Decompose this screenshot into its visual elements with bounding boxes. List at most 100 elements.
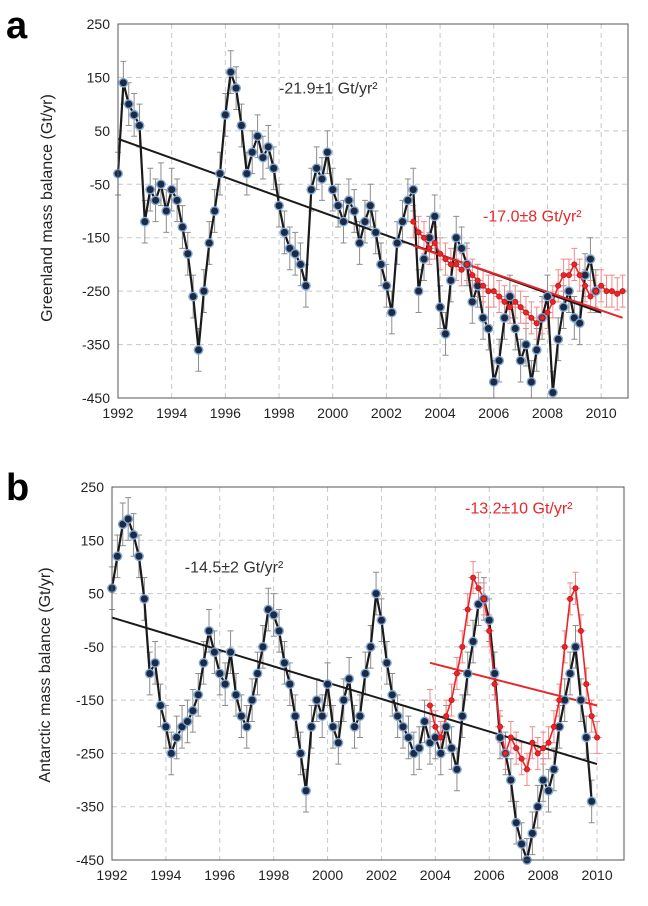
data-point-a-s1-32: [582, 282, 589, 289]
data-point-b-s1-4: [448, 697, 455, 704]
data-point-a-s0-74: [510, 323, 521, 334]
data-point-a-s0-78: [531, 345, 542, 355]
data-point-b-s1-3: [443, 713, 450, 720]
data-point-a-s1-35: [598, 282, 605, 289]
data-point-b-s0-32: [279, 657, 290, 668]
data-point-a-s0-37: [311, 163, 322, 174]
data-point-b-s0-49: [371, 588, 381, 599]
data-point-a-s0-9: [161, 206, 172, 216]
x-tick-label-a-3: 1998: [263, 405, 294, 421]
data-point-b-s0-17: [198, 657, 209, 668]
data-point-b-s0-52: [387, 689, 398, 700]
x-tick-label-a-6: 2004: [425, 405, 456, 421]
y-tick-label-a-5: -250: [82, 283, 110, 299]
plot-frame-a: [117, 23, 629, 399]
data-point-a-s1-10: [463, 261, 470, 268]
data-point-a-s0-6: [145, 184, 156, 195]
data-point-b-s0-67: [468, 636, 478, 647]
data-point-a-s0-17: [204, 238, 215, 248]
data-point-a-s0-75: [515, 355, 526, 366]
data-point-b-s0-28: [258, 641, 268, 652]
data-point-b-s0-47: [360, 668, 371, 679]
data-point-b-s0-11: [166, 748, 177, 759]
data-point-b-s0-21: [220, 679, 231, 690]
data-point-b-s0-5: [134, 551, 144, 562]
data-point-b-s0-42: [333, 737, 344, 748]
data-point-b-s0-80: [538, 775, 549, 785]
tick-labels-a: 1992 1994 1996 1998 2000 2002 2004 2006 2008 2010…: [82, 16, 617, 421]
x-tick-label-b-3: 1998: [258, 867, 289, 883]
x-tick-label-b-1: 1994: [150, 867, 181, 883]
data-point-a-s0-68: [478, 312, 488, 323]
data-point-a-s1-27: [555, 282, 562, 289]
data-point-a-s1-4: [431, 240, 438, 247]
data-point-b-s0-23: [231, 689, 241, 700]
data-point-a-s0-56: [413, 286, 424, 297]
data-point-b-s0-71: [489, 668, 500, 679]
data-point-b-s0-74: [505, 775, 516, 785]
x-tick-label-a-4: 2000: [317, 405, 348, 421]
data-point-a-s0-31: [279, 227, 290, 238]
error-bar-b-s0-77: [522, 838, 532, 861]
data-point-b-s0-85: [565, 668, 576, 679]
data-point-b-s1-21: [540, 745, 547, 752]
data-point-b-s0-9: [155, 700, 166, 711]
data-point-a-s1-36: [603, 288, 610, 295]
data-point-a-s1-2: [420, 234, 427, 241]
x-tick-label-a-5: 2002: [371, 405, 402, 421]
data-point-b-s1-15: [507, 734, 514, 741]
data-point-a-s1-13: [480, 282, 487, 289]
data-point-b-s0-78: [527, 828, 538, 839]
data-point-a-s1-9: [458, 266, 465, 273]
data-point-b-s0-81: [543, 785, 554, 796]
data-point-b-s0-27: [252, 668, 263, 679]
panel-b: b Antarctic mass balance (Gt/yr) 1992 199…: [6, 467, 625, 883]
data-point-b-s1-0: [426, 702, 433, 709]
data-point-a-s0-2: [123, 99, 134, 110]
y-axis-title-b: Antarctic mass balance (Gt/yr): [37, 567, 54, 782]
data-point-a-s0-53: [397, 216, 408, 227]
data-point-a-s0-15: [193, 345, 204, 355]
data-point-b-s1-20: [534, 750, 541, 757]
data-point-b-s1-23: [550, 723, 557, 730]
data-point-a-s0-60: [435, 302, 446, 313]
data-point-a-s0-22: [231, 83, 242, 94]
data-point-a-s0-82: [553, 334, 564, 345]
data-point-a-s0-51: [386, 307, 397, 318]
data-point-a-s0-70: [488, 377, 499, 387]
data-point-b-s0-6: [139, 594, 150, 604]
data-point-a-s0-25: [247, 147, 258, 158]
data-point-a-s1-28: [560, 272, 567, 279]
data-point-b-s0-46: [355, 711, 365, 722]
data-point-a-s0-1: [118, 77, 129, 88]
data-point-a-s1-14: [485, 288, 492, 295]
data-point-b-s1-22: [545, 739, 552, 746]
data-point-b-s0-16: [193, 689, 204, 700]
data-point-a-s0-5: [139, 216, 150, 227]
y-tick-label-a-2: 50: [94, 123, 110, 139]
data-point-b-s0-30: [268, 609, 279, 620]
data-point-b-s0-4: [128, 530, 139, 540]
data-point-b-s0-53: [392, 711, 403, 722]
annotations-a: -21.9±1 Gt/yr² -17.0±8 Gt/yr²: [279, 80, 582, 225]
data-point-a-s0-44: [349, 206, 360, 216]
y-tick-label-a-3: -50: [90, 176, 110, 192]
data-point-a-s1-5: [437, 250, 444, 257]
data-point-b-s1-8: [470, 574, 477, 581]
data-point-a-s0-45: [354, 238, 365, 248]
y-tick-label-a-4: -150: [82, 230, 110, 246]
data-point-b-s0-31: [274, 625, 284, 636]
plot-frame-b: [111, 486, 625, 861]
data-point-b-s0-15: [187, 705, 198, 716]
y-tick-label-b-3: -50: [84, 639, 104, 655]
series-lines-a: [116, 71, 623, 394]
data-point-a-s0-35: [300, 280, 311, 291]
y-tick-label-b-1: 150: [81, 532, 105, 548]
data-point-a-s0-52: [392, 238, 403, 248]
data-point-b-s0-45: [349, 721, 360, 732]
data-point-a-s0-34: [295, 259, 306, 270]
data-point-a-s0-43: [343, 195, 354, 206]
data-point-b-s0-38: [311, 695, 322, 706]
data-point-b-s1-19: [529, 739, 536, 746]
data-point-b-s0-19: [209, 647, 220, 658]
